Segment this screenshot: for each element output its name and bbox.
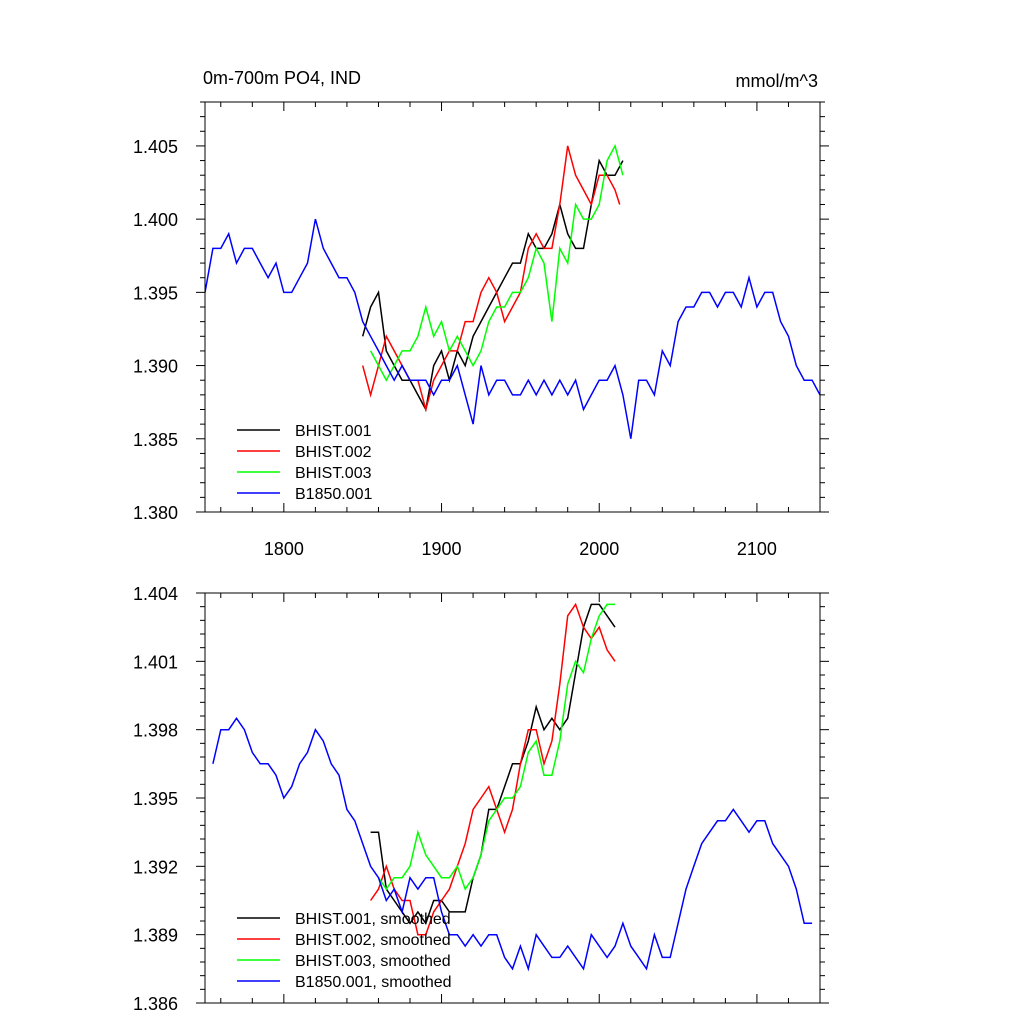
legend-label: BHIST.001, smoothed [295,911,451,928]
y-tick-label: 1.390 [133,357,178,377]
series-line-3 [377,603,615,891]
chart-title: 0m-700m PO4, IND [203,68,361,88]
legend-label: B1850.001, smoothed [295,974,452,991]
y-tick-label: 1.385 [133,430,178,450]
series-line-4 [212,716,813,972]
y-tick-label: 1.389 [133,926,178,946]
series-line-4 [205,218,820,439]
y-tick-label: 1.400 [133,210,178,230]
top-panel: 1800 1900 2000 2100 1.380 1.385 1.390 1.395 1.40… [133,101,829,559]
y-tick-label: 1.380 [133,503,178,523]
y-tick-label: 1.401 [133,652,178,672]
series-line-2 [369,602,616,936]
y-tick-label: 1.398 [133,721,178,741]
y-tick-label: 1.404 [133,584,178,604]
x-tick-label: 2000 [579,539,619,559]
y-tick-label: 1.395 [133,789,178,809]
units-label: mmol/m^3 [736,71,818,91]
bottom-panel: 1.386 1.389 1.392 1.395 1.398 1.401 1.404 BHIST… [133,584,829,1014]
y-tick-label: 1.405 [133,137,178,157]
y-tick-label: 1.395 [133,283,178,303]
legend-label: BHIST.002, smoothed [295,932,451,949]
y-tick-label: 1.386 [133,994,178,1014]
legend-label: BHIST.003, smoothed [295,953,451,970]
legend-label: BHIST.001 [295,423,372,440]
x-tick-label: 1900 [422,539,462,559]
series-line-1 [361,158,624,412]
series-line-3 [369,143,624,382]
legend-label: BHIST.003 [295,465,372,482]
series-line-1 [370,603,616,925]
series-line-2 [361,145,621,413]
y-tick-label: 1.392 [133,857,178,877]
x-tick-label: 1800 [264,539,304,559]
legend-label: BHIST.002 [295,444,372,461]
x-tick-label: 2100 [737,539,777,559]
legend-label: B1850.001 [295,486,373,503]
